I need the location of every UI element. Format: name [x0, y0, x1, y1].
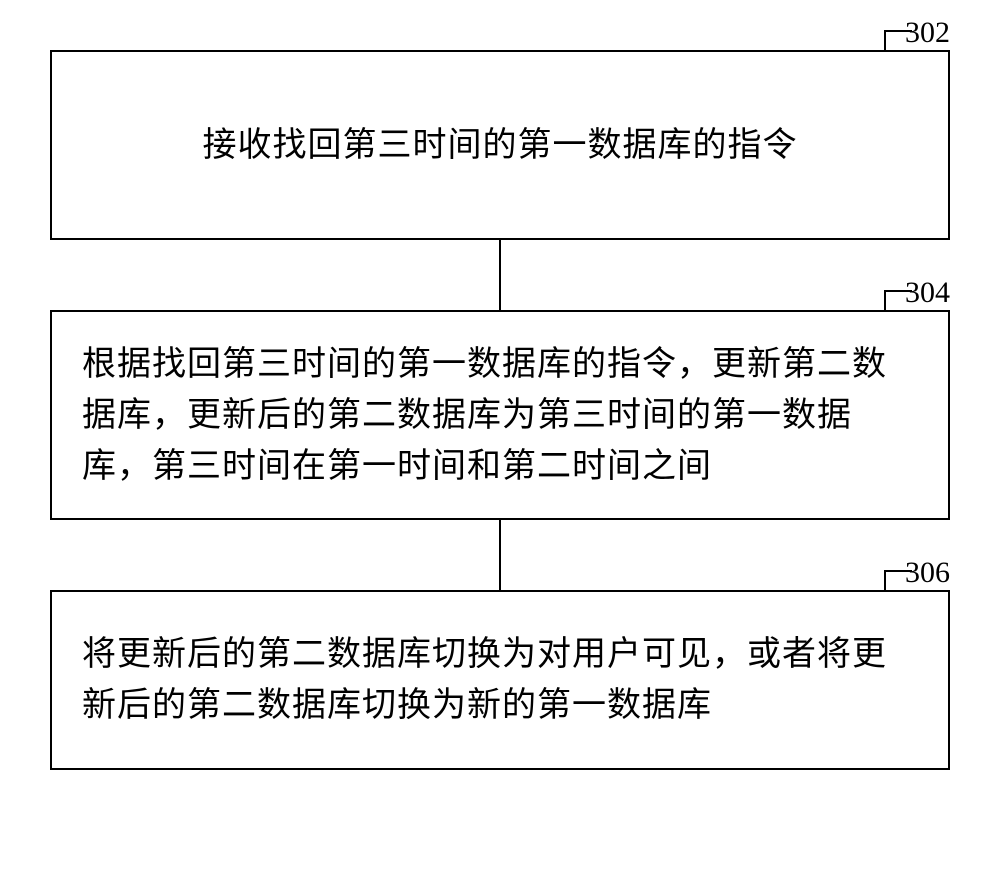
flowchart-container: 302 接收找回第三时间的第一数据库的指令 304 根据找回第三时间的第一数据库…: [50, 50, 950, 770]
step-text-304: 根据找回第三时间的第一数据库的指令，更新第二数据库，更新后的第二数据库为第三时间…: [82, 339, 918, 492]
step-text-302: 接收找回第三时间的第一数据库的指令: [203, 120, 798, 171]
connector-2: [50, 520, 950, 590]
step-label-304: 304: [905, 276, 950, 310]
connector-1: [50, 240, 950, 310]
step-box-302: 302 接收找回第三时间的第一数据库的指令: [50, 50, 950, 240]
step-text-306: 将更新后的第二数据库切换为对用户可见，或者将更新后的第二数据库切换为新的第一数据…: [82, 629, 918, 731]
connector-line-2: [499, 520, 501, 590]
step-box-304: 304 根据找回第三时间的第一数据库的指令，更新第二数据库，更新后的第二数据库为…: [50, 310, 950, 520]
step-label-302: 302: [905, 16, 950, 50]
connector-line-1: [499, 240, 501, 310]
step-box-306: 306 将更新后的第二数据库切换为对用户可见，或者将更新后的第二数据库切换为新的…: [50, 590, 950, 770]
step-label-306: 306: [905, 556, 950, 590]
